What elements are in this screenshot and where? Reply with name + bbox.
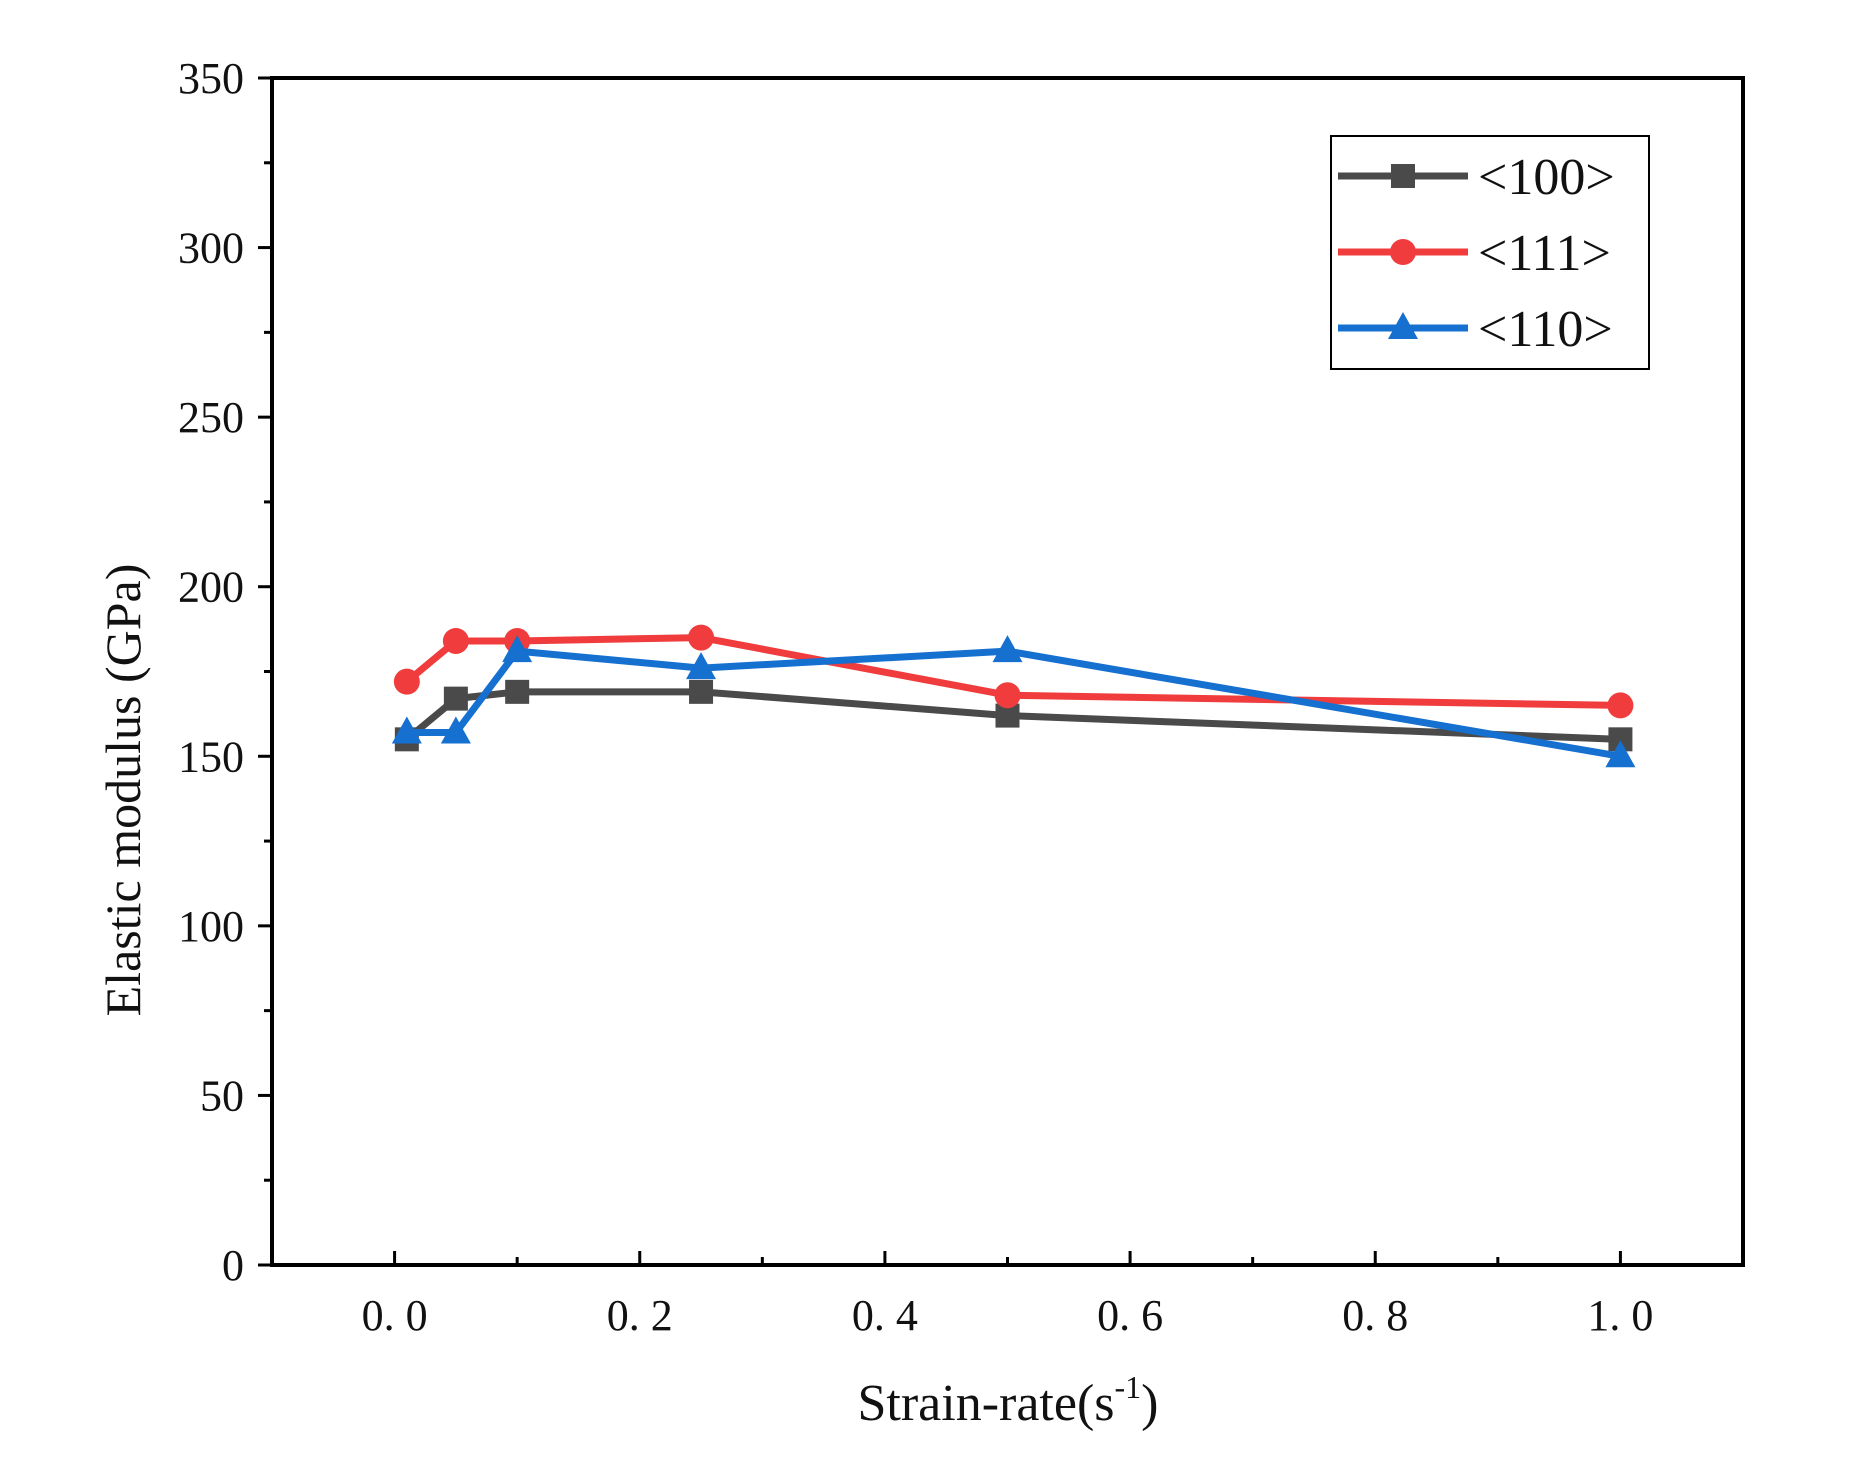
x-tick-label: 0. 8 <box>1342 1291 1408 1340</box>
legend-entry: <111> <box>1338 225 1611 282</box>
legend-marker <box>1388 312 1418 339</box>
y-tick-label: 150 <box>178 732 244 781</box>
x-axis-title-superscript: -1 <box>1115 1369 1142 1405</box>
x-axis-title: Strain-rate(s-1) <box>858 1369 1159 1432</box>
legend-marker <box>1391 164 1415 188</box>
y-tick-label: 250 <box>178 393 244 442</box>
y-tick-label: 200 <box>178 563 244 612</box>
data-point <box>688 624 715 651</box>
x-tick-label: 0. 0 <box>362 1291 428 1340</box>
data-point <box>443 686 468 711</box>
y-tick-label: 50 <box>200 1071 244 1120</box>
y-tick-label: 300 <box>178 224 244 273</box>
data-point <box>440 716 471 744</box>
x-axis-title-suffix: ) <box>1141 1375 1158 1432</box>
plot-frame <box>270 76 1745 1267</box>
y-tick-label: 350 <box>178 54 244 103</box>
x-tick-label: 0. 6 <box>1097 1291 1163 1340</box>
data-series <box>391 624 1636 768</box>
y-tick-label: 0 <box>222 1241 244 1290</box>
data-point <box>686 652 717 680</box>
data-point <box>689 679 714 704</box>
y-tick-label: 100 <box>178 902 244 951</box>
legend-entry: <100> <box>1338 149 1615 206</box>
axis-ticks: 0 50 100 150 200 250 300 350 0. 0 0. 2 0. 4 0. 6 0. … <box>178 54 1653 1340</box>
data-point <box>1605 740 1636 768</box>
series-circle <box>393 624 1634 719</box>
data-point <box>994 682 1021 709</box>
legend-marker <box>1390 239 1416 265</box>
data-point <box>992 635 1023 663</box>
x-axis-title-main: Strain-rate(s <box>858 1375 1115 1432</box>
legend: <100> <111> <110> <box>1330 135 1650 370</box>
data-point <box>393 668 420 695</box>
data-point <box>502 635 533 663</box>
legend-label: <110> <box>1478 301 1613 358</box>
x-tick-label: 0. 2 <box>607 1291 673 1340</box>
legend-label: <100> <box>1478 149 1615 206</box>
series-triangle <box>391 635 1636 768</box>
legend-label: <111> <box>1478 225 1611 282</box>
x-tick-label: 1. 0 <box>1587 1291 1653 1340</box>
legend-entry: <110> <box>1338 301 1613 358</box>
y-axis-title: Elastic modulus (GPa) <box>95 564 151 1017</box>
data-point <box>1607 692 1634 719</box>
data-point <box>442 627 469 654</box>
x-tick-label: 0. 4 <box>852 1291 918 1340</box>
data-point <box>391 716 422 744</box>
data-point <box>505 679 530 704</box>
